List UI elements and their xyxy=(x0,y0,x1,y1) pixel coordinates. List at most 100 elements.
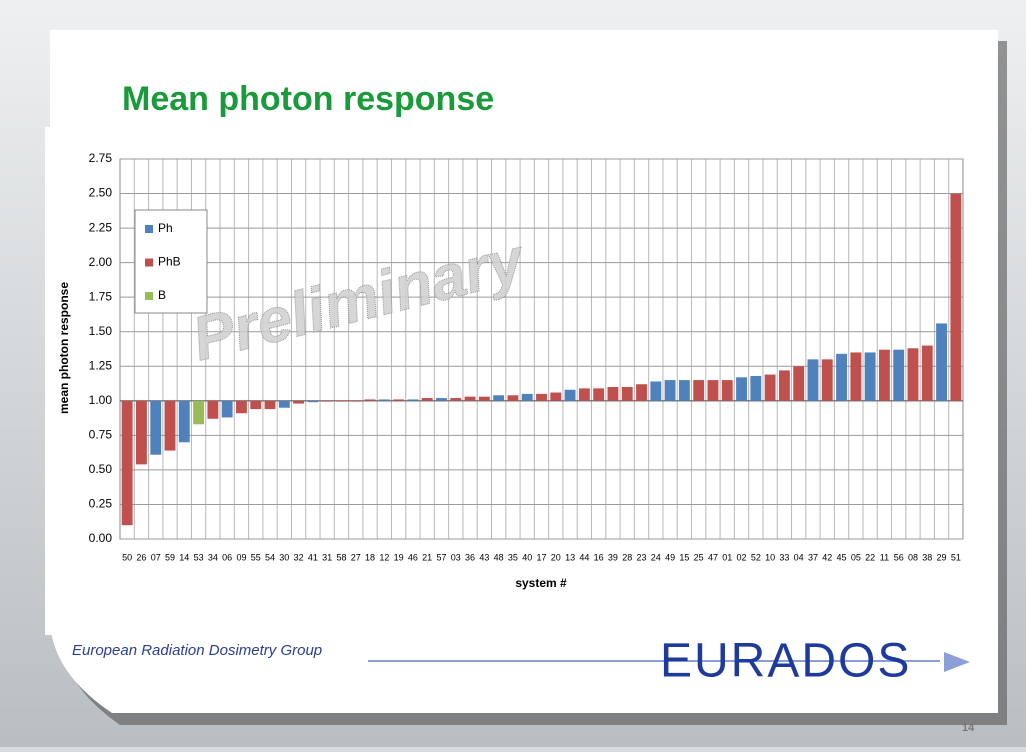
bar xyxy=(621,387,633,401)
x-tick-label: 13 xyxy=(565,552,575,562)
bar xyxy=(893,349,905,401)
bar xyxy=(821,359,833,401)
bar xyxy=(850,352,862,401)
x-tick-label: 52 xyxy=(751,552,761,562)
bar xyxy=(593,388,605,401)
bar xyxy=(207,400,219,419)
x-tick-label: 16 xyxy=(594,552,604,562)
x-tick-label: 10 xyxy=(765,552,775,562)
bar xyxy=(907,348,919,401)
bar xyxy=(878,349,890,401)
bar xyxy=(921,345,933,401)
bar xyxy=(578,388,590,401)
bar xyxy=(193,400,205,425)
x-tick-label: 17 xyxy=(536,552,546,562)
x-tick-label: 04 xyxy=(794,552,804,562)
y-tick-label: 1.00 xyxy=(89,393,113,407)
bar xyxy=(493,395,505,401)
x-tick-label: 22 xyxy=(865,552,875,562)
x-tick-label: 25 xyxy=(694,552,704,562)
x-tick-label: 44 xyxy=(579,552,589,562)
bar xyxy=(721,380,733,401)
bar xyxy=(350,400,362,402)
legend-label: PhB xyxy=(158,255,181,269)
x-tick-label: 08 xyxy=(908,552,918,562)
x-tick-label: 18 xyxy=(365,552,375,562)
x-tick-label: 03 xyxy=(451,552,461,562)
bar xyxy=(793,366,805,401)
x-tick-label: 45 xyxy=(837,552,847,562)
bar xyxy=(507,395,519,401)
x-tick-label: 50 xyxy=(122,552,132,562)
bar xyxy=(650,381,662,401)
bar xyxy=(636,384,647,401)
x-tick-label: 47 xyxy=(708,552,718,562)
legend-label: Ph xyxy=(158,221,173,235)
x-tick-label: 01 xyxy=(722,552,732,562)
x-tick-label: 23 xyxy=(637,552,647,562)
x-tick-label: 12 xyxy=(379,552,389,562)
x-tick-label: 40 xyxy=(522,552,532,562)
x-tick-label: 53 xyxy=(194,552,204,562)
y-tick-label: 0.75 xyxy=(89,428,113,442)
bar xyxy=(536,393,547,401)
bar xyxy=(764,374,776,401)
x-tick-label: 27 xyxy=(351,552,361,562)
bar xyxy=(607,387,619,401)
x-tick-label: 46 xyxy=(408,552,418,562)
bar xyxy=(378,399,390,401)
bar xyxy=(364,399,376,401)
x-tick-label: 34 xyxy=(208,552,218,562)
bar xyxy=(321,400,333,402)
legend-label: B xyxy=(158,288,166,302)
x-tick-label: 41 xyxy=(308,552,318,562)
x-tick-label: 42 xyxy=(822,552,832,562)
bar xyxy=(950,193,962,401)
bar xyxy=(250,400,262,410)
x-tick-label: 07 xyxy=(151,552,161,562)
bar xyxy=(436,398,447,401)
bar xyxy=(136,400,147,465)
bar xyxy=(836,353,847,401)
bar xyxy=(293,400,305,404)
bar xyxy=(707,380,719,401)
x-tick-label: 29 xyxy=(937,552,947,562)
x-tick-label: 56 xyxy=(894,552,904,562)
x-tick-label: 30 xyxy=(279,552,289,562)
bar xyxy=(236,400,247,414)
page-number: 14 xyxy=(962,722,975,734)
x-tick-label: 59 xyxy=(165,552,175,562)
legend-swatch xyxy=(145,225,153,233)
y-tick-label: 1.75 xyxy=(89,289,113,303)
x-tick-label: 21 xyxy=(422,552,432,562)
bar xyxy=(336,400,347,402)
bar xyxy=(736,377,747,401)
x-tick-label: 28 xyxy=(622,552,632,562)
bar xyxy=(278,400,290,408)
bar xyxy=(564,389,576,401)
bar xyxy=(164,400,176,451)
x-tick-label: 43 xyxy=(479,552,489,562)
bar xyxy=(550,392,562,401)
y-tick-label: 2.75 xyxy=(89,151,113,165)
x-tick-label: 51 xyxy=(951,552,961,562)
bar xyxy=(221,400,233,418)
x-tick-label: 36 xyxy=(465,552,475,562)
bar xyxy=(178,400,190,443)
x-tick-label: 38 xyxy=(922,552,932,562)
x-tick-label: 58 xyxy=(336,552,346,562)
bar xyxy=(750,375,762,401)
y-tick-label: 1.25 xyxy=(89,358,113,372)
bar xyxy=(150,400,162,455)
organization: European Radiation Dosimetry Group xyxy=(72,642,322,659)
x-tick-label: 55 xyxy=(251,552,261,562)
x-tick-label: 11 xyxy=(880,552,889,562)
x-tick-label: 26 xyxy=(136,552,146,562)
legend-swatch xyxy=(145,258,153,267)
legend-swatch xyxy=(145,292,153,300)
x-tick-label: 24 xyxy=(651,552,661,562)
x-tick-label: 39 xyxy=(608,552,618,562)
y-tick-label: 0.25 xyxy=(89,497,113,511)
